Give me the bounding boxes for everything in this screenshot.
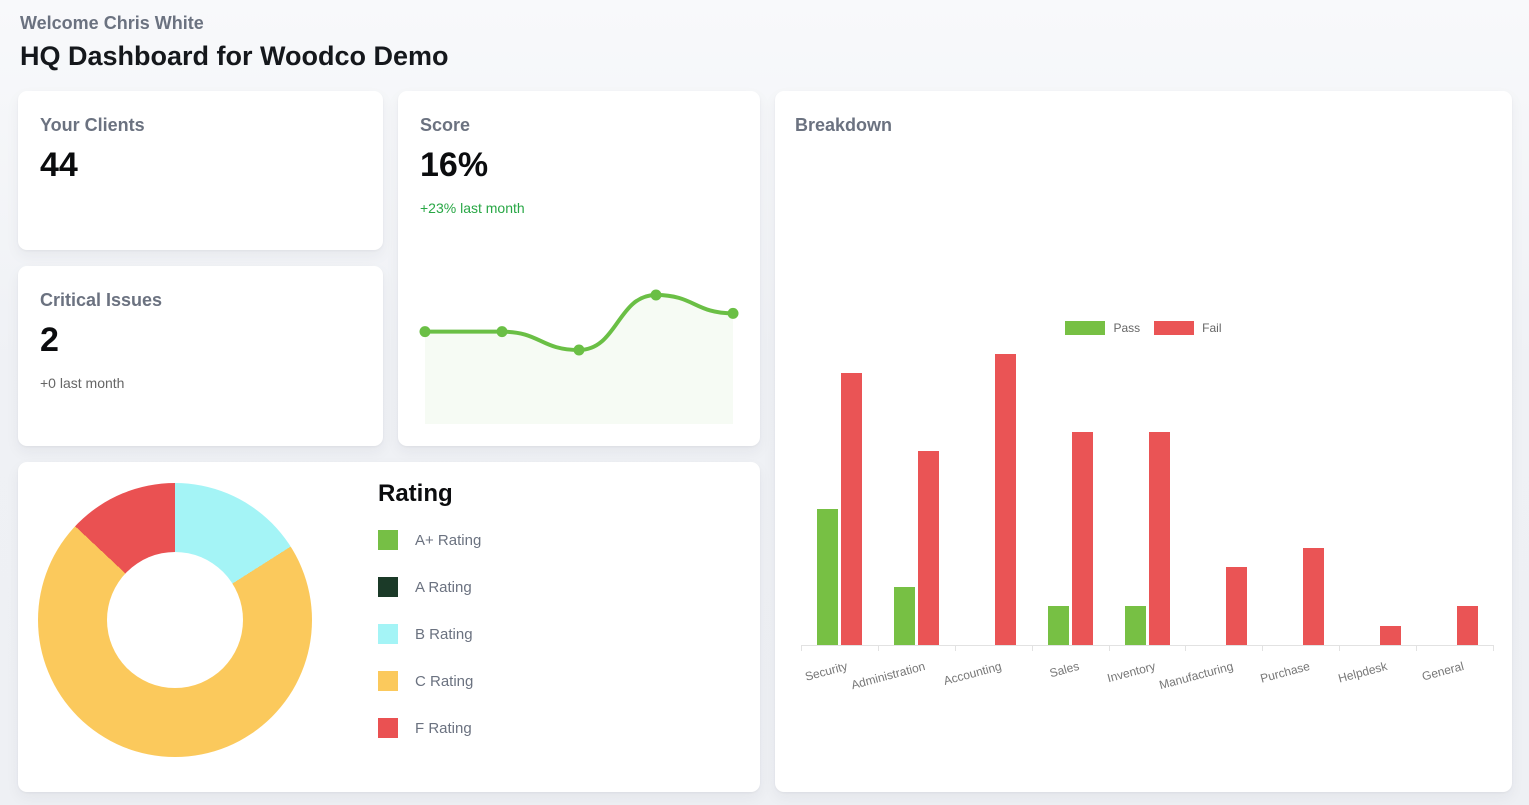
pass-swatch-icon bbox=[1065, 321, 1106, 335]
score-trend-point bbox=[419, 326, 431, 338]
score-trend-chart[interactable] bbox=[418, 274, 740, 434]
bar-fail bbox=[841, 373, 862, 645]
b-rating-swatch-icon bbox=[378, 624, 398, 644]
bar-pass bbox=[1125, 606, 1146, 645]
clients-card-title: Your Clients bbox=[40, 115, 145, 135]
axis-tick bbox=[954, 646, 1032, 651]
rating-legend-label: F Rating bbox=[415, 719, 472, 737]
score-trend-point bbox=[496, 326, 508, 338]
rating-donut-chart[interactable] bbox=[38, 483, 312, 757]
page-title: HQ Dashboard for Woodco Demo bbox=[20, 41, 449, 71]
clients-card: Your Clients 44 bbox=[18, 91, 383, 250]
rating-legend-label: A+ Rating bbox=[415, 531, 482, 549]
score-delta: +23% last month bbox=[420, 200, 525, 216]
pass-legend-label: Pass bbox=[1113, 321, 1141, 335]
score-trend-point bbox=[650, 289, 662, 301]
rating-legend-item-a-plus[interactable]: A+ Rating bbox=[378, 530, 481, 550]
a-plus-rating-swatch-icon bbox=[378, 530, 398, 550]
rating-legend-label: C Rating bbox=[415, 672, 474, 690]
a-rating-swatch-icon bbox=[378, 577, 398, 597]
axis-tick bbox=[1339, 646, 1416, 651]
x-label-general: General bbox=[1420, 659, 1466, 684]
x-label-cell: Sales bbox=[1032, 651, 1109, 697]
bar-group-accounting[interactable] bbox=[955, 345, 1032, 645]
bar-fail bbox=[1072, 431, 1093, 645]
bar-fail bbox=[1457, 606, 1478, 645]
bar-fail bbox=[1303, 548, 1324, 645]
bar-group-purchase[interactable] bbox=[1263, 345, 1340, 645]
axis-tick bbox=[877, 646, 955, 651]
bar-pass bbox=[1048, 606, 1069, 645]
bar-group-security[interactable] bbox=[801, 345, 878, 645]
bar-fail bbox=[995, 354, 1016, 645]
rating-legend-label: B Rating bbox=[415, 625, 473, 643]
bar-fail bbox=[918, 451, 939, 645]
rating-legend-item-c[interactable]: C Rating bbox=[378, 671, 481, 691]
critical-issues-value: 2 bbox=[40, 321, 59, 359]
c-rating-swatch-icon bbox=[378, 671, 398, 691]
x-label-security: Security bbox=[803, 659, 850, 684]
welcome-text: Welcome Chris White bbox=[20, 13, 204, 33]
score-trend-point bbox=[727, 307, 739, 319]
rating-legend-block: Rating A+ Rating A Rating B Rating bbox=[378, 480, 481, 765]
axis-tick bbox=[1031, 646, 1109, 651]
bar-group-sales[interactable] bbox=[1032, 345, 1109, 645]
axis-tick bbox=[1416, 646, 1493, 651]
dashboard-grid: Your Clients 44 Score 16% +23% last mont… bbox=[0, 73, 1529, 792]
f-rating-swatch-icon bbox=[378, 718, 398, 738]
breakdown-title: Breakdown bbox=[795, 115, 893, 135]
bar-group-helpdesk[interactable] bbox=[1340, 345, 1417, 645]
x-label-purchase: Purchase bbox=[1258, 659, 1312, 686]
score-trend-point bbox=[573, 344, 585, 356]
bar-pass bbox=[817, 509, 838, 645]
breakdown-x-labels: Security Administration Accounting Sales Inv… bbox=[801, 651, 1494, 697]
critical-issues-title: Critical Issues bbox=[40, 290, 163, 310]
x-label-helpdesk: Helpdesk bbox=[1336, 659, 1389, 686]
score-card: Score 16% +23% last month bbox=[398, 91, 760, 446]
bar-fail bbox=[1380, 625, 1401, 645]
x-label-cell: Purchase bbox=[1259, 651, 1340, 697]
x-label-sales: Sales bbox=[1047, 659, 1081, 681]
rating-title: Rating bbox=[378, 480, 453, 507]
x-label-cell: Manufacturing bbox=[1157, 651, 1263, 697]
axis-tick bbox=[1262, 646, 1339, 651]
score-card-title: Score bbox=[420, 115, 471, 135]
rating-legend-item-a[interactable]: A Rating bbox=[378, 577, 481, 597]
breakdown-bar-chart[interactable] bbox=[801, 345, 1494, 645]
critical-issues-card: Critical Issues 2 +0 last month bbox=[18, 266, 383, 446]
axis-tick bbox=[1185, 646, 1262, 651]
bar-pass bbox=[894, 586, 915, 645]
bar-group-manufacturing[interactable] bbox=[1186, 345, 1263, 645]
bar-group-administration[interactable] bbox=[878, 345, 955, 645]
score-trend-area bbox=[425, 295, 733, 424]
x-label-inventory: Inventory bbox=[1105, 659, 1158, 686]
bar-fail bbox=[1226, 567, 1247, 645]
bar-group-general[interactable] bbox=[1417, 345, 1494, 645]
fail-swatch-icon bbox=[1154, 321, 1195, 335]
breakdown-card: Breakdown Pass Fail Security Administrati… bbox=[775, 91, 1512, 792]
rating-legend-item-b[interactable]: B Rating bbox=[378, 624, 481, 644]
breakdown-legend: Pass Fail bbox=[775, 321, 1512, 335]
fail-legend-label: Fail bbox=[1202, 321, 1222, 335]
bar-group-inventory[interactable] bbox=[1109, 345, 1186, 645]
rating-card: Rating A+ Rating A Rating B Rating bbox=[18, 462, 760, 792]
axis-tick bbox=[1108, 646, 1186, 651]
axis-tick bbox=[801, 646, 878, 651]
x-label-cell: Helpdesk bbox=[1336, 651, 1417, 697]
bar-fail bbox=[1149, 431, 1170, 645]
x-label-cell: Accounting bbox=[942, 651, 1032, 697]
page-header: Welcome Chris White HQ Dashboard for Woo… bbox=[0, 0, 1529, 73]
clients-value: 44 bbox=[40, 146, 78, 184]
x-label-cell: General bbox=[1417, 651, 1494, 697]
breakdown-x-axis bbox=[801, 645, 1494, 651]
legend-item-fail[interactable]: Fail bbox=[1154, 321, 1222, 335]
critical-issues-delta: +0 last month bbox=[40, 375, 125, 391]
legend-item-pass[interactable]: Pass bbox=[1065, 321, 1140, 335]
score-value: 16% bbox=[420, 146, 489, 184]
rating-legend: A+ Rating A Rating B Rating C Rating bbox=[378, 530, 481, 738]
rating-legend-label: A Rating bbox=[415, 578, 472, 596]
rating-legend-item-f[interactable]: F Rating bbox=[378, 718, 481, 738]
